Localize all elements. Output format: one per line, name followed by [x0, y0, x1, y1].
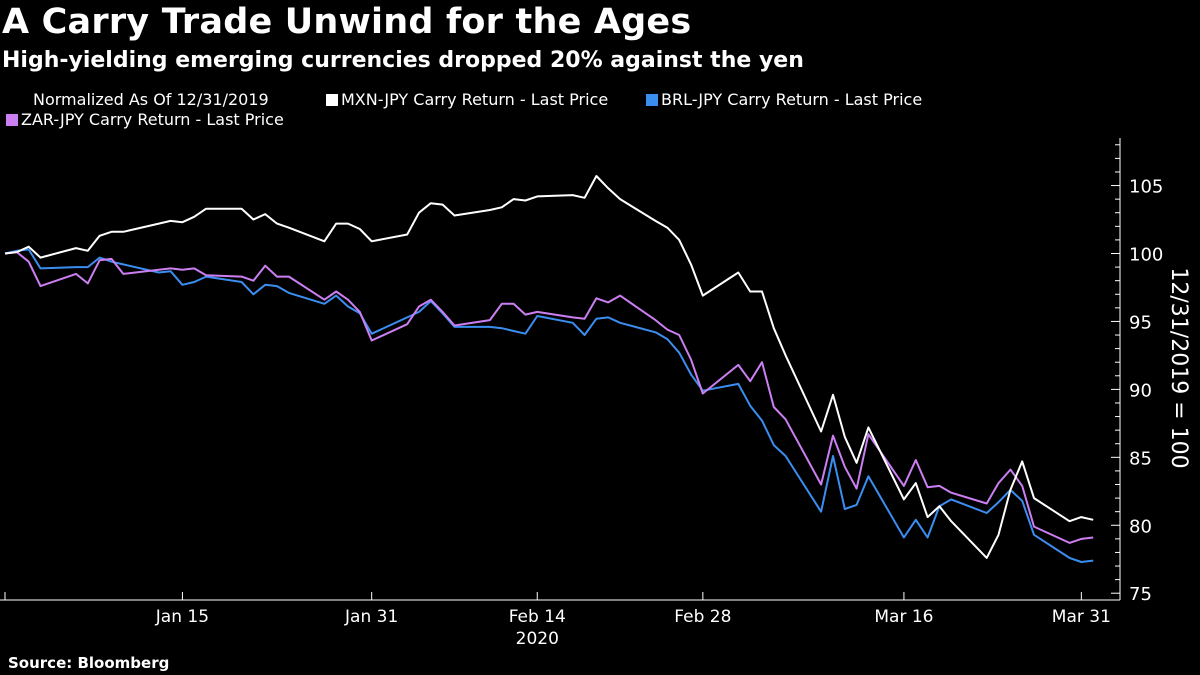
y-tick-label: 80	[1129, 516, 1152, 537]
legend-swatch-brl	[646, 93, 658, 106]
legend-label-zar: ZAR-JPY Carry Return - Last Price	[21, 110, 284, 129]
x-tick-label: Jan 31	[344, 607, 398, 627]
x-tick-label: Jan 15	[155, 607, 209, 627]
y-tick-label: 100	[1129, 245, 1163, 266]
y-axis: 75 80 85 90 95 100 105	[1111, 138, 1163, 605]
legend-swatch-mxn	[326, 93, 338, 106]
legend: Normalized As Of 12/31/2019 MXN-JPY Carr…	[0, 90, 1000, 134]
legend-item-zar: ZAR-JPY Carry Return - Last Price	[6, 110, 284, 129]
x-year-label: 2020	[516, 629, 559, 649]
series-line-mxn-jpy	[4, 175, 1094, 559]
y-axis-label: 12/31/2019 = 100	[1166, 267, 1191, 468]
legend-label-mxn: MXN-JPY Carry Return - Last Price	[341, 90, 609, 109]
legend-item-brl: BRL-JPY Carry Return - Last Price	[646, 90, 922, 109]
series-line-brl-jpy	[4, 248, 1094, 563]
legend-note: Normalized As Of 12/31/2019	[33, 90, 269, 109]
y-tick-label: 90	[1129, 380, 1152, 401]
y-tick-label: 85	[1129, 448, 1152, 469]
x-tick-label: Feb 28	[674, 607, 731, 627]
y-tick-label: 95	[1129, 312, 1152, 333]
legend-note-text: Normalized As Of 12/31/2019	[33, 90, 269, 109]
x-tick-label: Mar 16	[874, 607, 933, 627]
y-tick-label: 75	[1129, 584, 1152, 605]
legend-label-brl: BRL-JPY Carry Return - Last Price	[661, 90, 923, 109]
x-axis: Jan 15 Jan 31 Feb 14 Feb 28 Mar 16 Mar 31 2020	[0, 592, 1120, 649]
x-tick-label: Mar 31	[1052, 607, 1111, 627]
legend-item-mxn: MXN-JPY Carry Return - Last Price	[326, 90, 608, 109]
source-note: Source: Bloomberg	[8, 654, 170, 672]
x-tick-label: Feb 14	[509, 607, 566, 627]
series-line-zar-jpy	[4, 251, 1094, 544]
series-layer	[4, 175, 1094, 563]
legend-swatch-zar	[6, 113, 18, 126]
y-tick-label: 105	[1129, 177, 1163, 198]
chart-title: A Carry Trade Unwind for the Ages	[2, 2, 692, 42]
chart-subtitle: High-yielding emerging currencies droppe…	[2, 48, 804, 73]
